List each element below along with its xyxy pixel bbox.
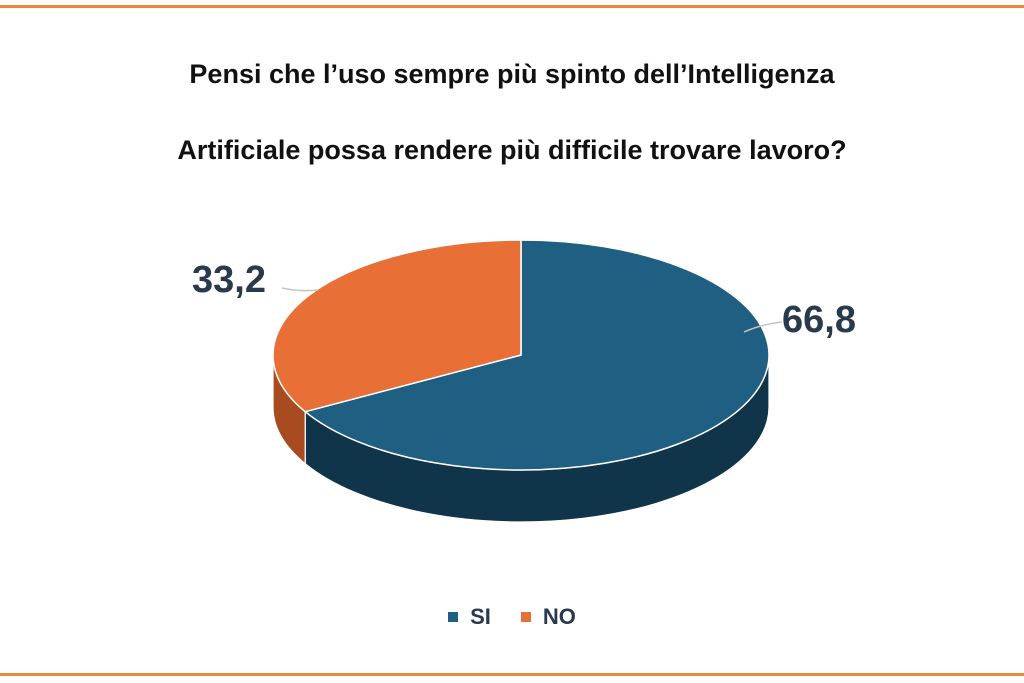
legend-item-no: NO [520, 604, 576, 630]
legend-label-no: NO [542, 604, 576, 629]
data-label-no: 33,2 [192, 259, 266, 301]
leader-line-si [743, 321, 783, 333]
pie-slice-si [303, 239, 770, 471]
legend: SI NO [0, 604, 1024, 630]
pie-top-group [272, 239, 770, 471]
leader-line-no [281, 287, 319, 292]
chart-title-line-2: Artificiale possa rendere più difficile … [177, 135, 847, 165]
chart-title: Pensi che l’uso sempre più spinto dell’I… [0, 36, 1024, 188]
data-label-si: 66,8 [782, 299, 856, 341]
bottom-border [0, 673, 1024, 676]
pie-labels-group: 33,2 66,8 [192, 259, 856, 341]
legend-swatch-no [520, 612, 531, 622]
legend-label-si: SI [470, 604, 491, 629]
pie-slice-no [272, 239, 522, 413]
legend-swatch-si [448, 612, 459, 622]
legend-item-si: SI [448, 604, 491, 630]
top-border [0, 5, 1024, 8]
chart-title-line-1: Pensi che l’uso sempre più spinto dell’I… [189, 59, 835, 89]
